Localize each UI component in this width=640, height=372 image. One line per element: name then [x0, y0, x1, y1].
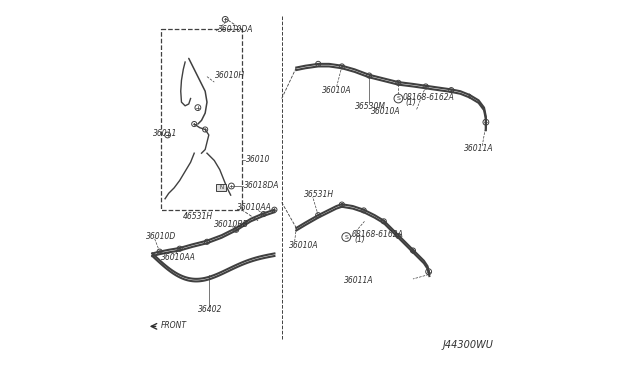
Text: J44300WU: J44300WU	[442, 340, 493, 350]
Text: 36010A: 36010A	[371, 107, 401, 116]
Bar	[216, 184, 227, 192]
Text: N: N	[219, 185, 223, 190]
Text: 36010A: 36010A	[322, 86, 351, 94]
Text: 36010BB: 36010BB	[214, 220, 249, 229]
Text: 36011: 36011	[153, 129, 177, 138]
Text: 36010D: 36010D	[146, 232, 176, 241]
Text: 36011A: 36011A	[344, 276, 373, 285]
Text: (1): (1)	[405, 98, 416, 108]
Text: 36010: 36010	[246, 155, 270, 164]
Text: 36010DA: 36010DA	[218, 25, 253, 35]
Text: 36010A: 36010A	[289, 241, 319, 250]
Text: 36011A: 36011A	[464, 144, 493, 153]
Text: 36402: 36402	[198, 305, 222, 314]
Text: 08168-6162A: 08168-6162A	[403, 93, 455, 102]
Text: (1): (1)	[355, 235, 365, 244]
Text: 36018DA: 36018DA	[244, 181, 280, 190]
Text: 36010AA: 36010AA	[161, 253, 196, 262]
Text: S: S	[344, 234, 348, 240]
Text: S: S	[396, 96, 400, 101]
Text: 36010AA: 36010AA	[237, 203, 272, 212]
Text: 36530M: 36530M	[355, 102, 386, 111]
Text: 08168-6162A: 08168-6162A	[352, 230, 404, 238]
Text: 36010H: 36010H	[215, 71, 245, 80]
Text: FRONT: FRONT	[161, 321, 186, 330]
Text: 36531H: 36531H	[303, 189, 333, 199]
Text: 46531H: 46531H	[183, 212, 213, 221]
Bar	[161, 29, 242, 210]
